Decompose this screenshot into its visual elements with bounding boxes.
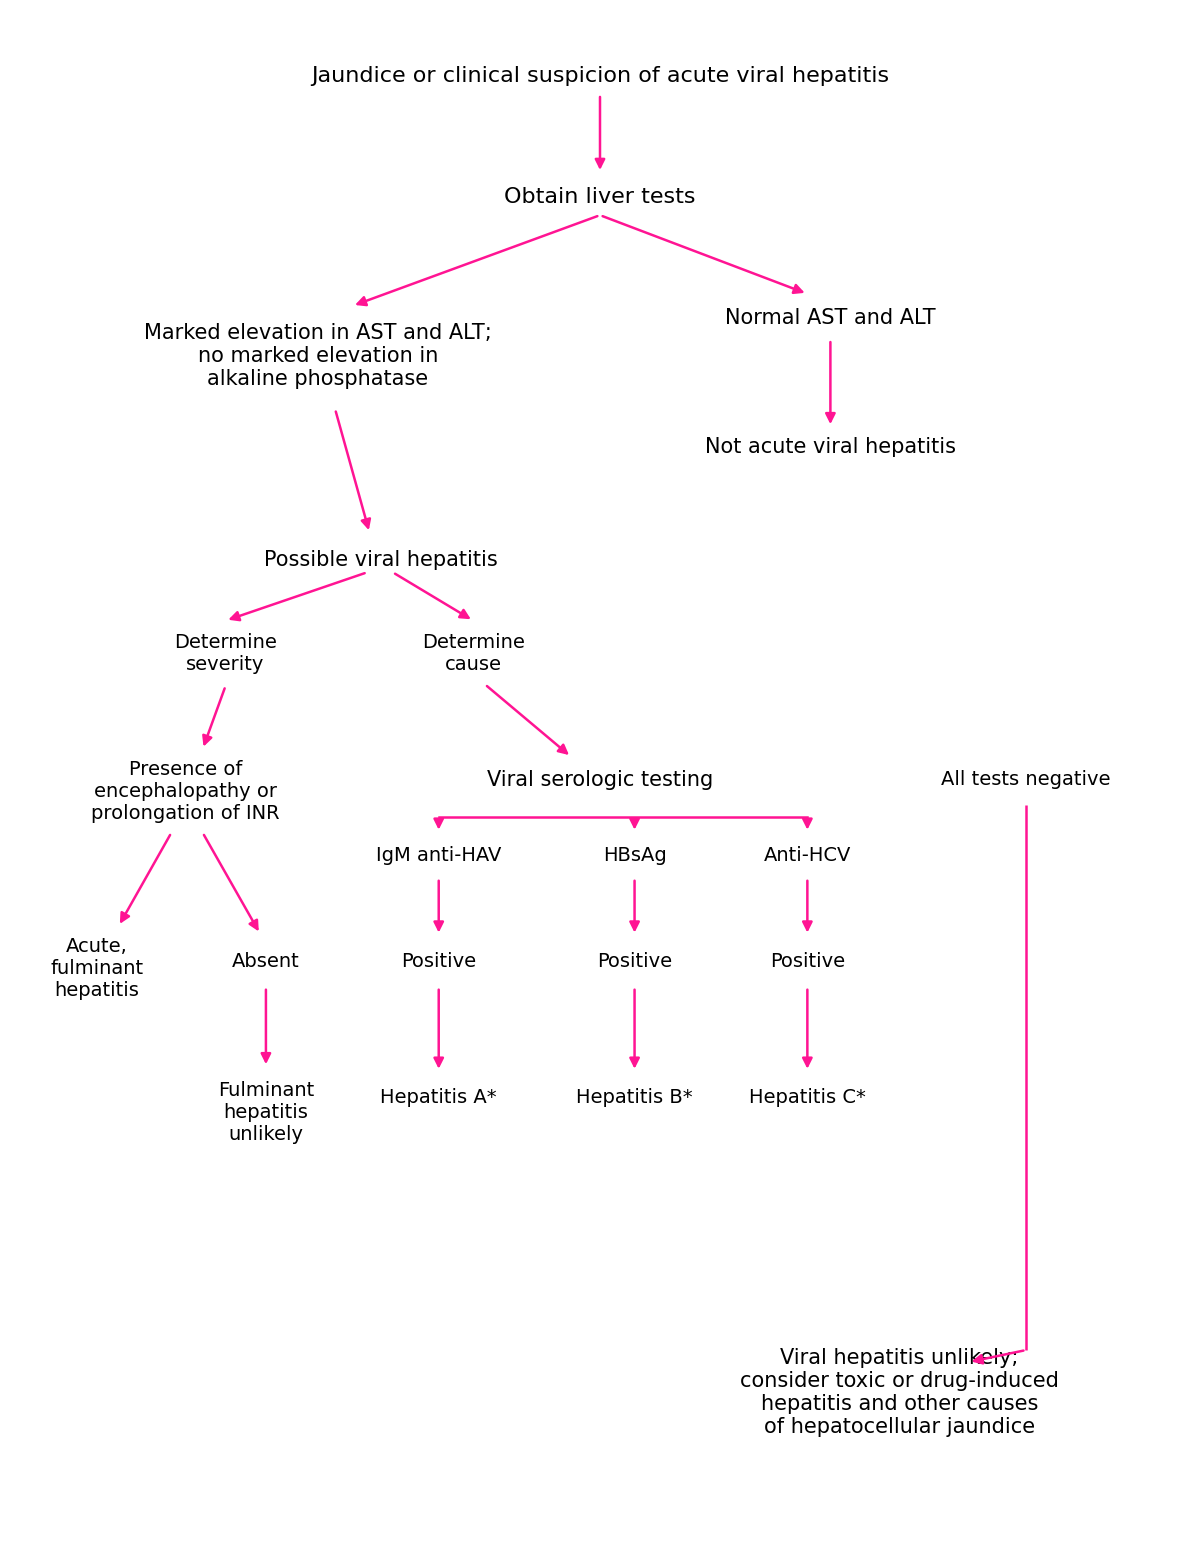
Text: Acute,
fulminant
hepatitis: Acute, fulminant hepatitis — [50, 937, 143, 1001]
Text: Positive: Positive — [401, 951, 476, 971]
Text: Positive: Positive — [596, 951, 672, 971]
Text: HBsAg: HBsAg — [602, 846, 666, 865]
Text: Fulminant
hepatitis
unlikely: Fulminant hepatitis unlikely — [217, 1081, 314, 1144]
Text: Viral serologic testing: Viral serologic testing — [487, 769, 713, 789]
Text: Obtain liver tests: Obtain liver tests — [504, 187, 696, 207]
Text: Jaundice or clinical suspicion of acute viral hepatitis: Jaundice or clinical suspicion of acute … — [311, 66, 889, 86]
Text: Determine
severity: Determine severity — [174, 633, 277, 675]
Text: Determine
cause: Determine cause — [422, 633, 524, 675]
Text: Hepatitis C*: Hepatitis C* — [749, 1089, 865, 1107]
Text: Hepatitis B*: Hepatitis B* — [576, 1089, 692, 1107]
Text: Normal AST and ALT: Normal AST and ALT — [725, 309, 936, 327]
Text: Viral hepatitis unlikely;
consider toxic or drug-induced
hepatitis and other cau: Viral hepatitis unlikely; consider toxic… — [740, 1348, 1058, 1437]
Text: IgM anti-HAV: IgM anti-HAV — [376, 846, 502, 865]
Text: Absent: Absent — [232, 951, 300, 971]
Text: Positive: Positive — [769, 951, 845, 971]
Text: Possible viral hepatitis: Possible viral hepatitis — [264, 550, 498, 570]
Text: Anti-HCV: Anti-HCV — [763, 846, 851, 865]
Text: Not acute viral hepatitis: Not acute viral hepatitis — [704, 437, 956, 457]
Text: Hepatitis A*: Hepatitis A* — [380, 1089, 497, 1107]
Text: Marked elevation in AST and ALT;
no marked elevation in
alkaline phosphatase: Marked elevation in AST and ALT; no mark… — [144, 323, 492, 389]
Text: All tests negative: All tests negative — [942, 770, 1111, 789]
Text: Presence of
encephalopathy or
prolongation of INR: Presence of encephalopathy or prolongati… — [91, 760, 280, 823]
